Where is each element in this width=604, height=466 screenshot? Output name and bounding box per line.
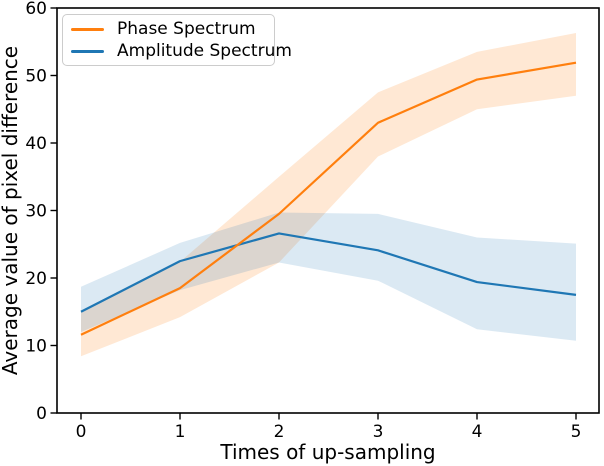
phase-line-swatch-icon (71, 27, 104, 31)
x-tick-label: 4 (472, 422, 483, 442)
x-tick-label: 5 (571, 422, 582, 442)
y-tick-label: 50 (25, 67, 47, 87)
phase-spectrum-line (80, 61, 577, 336)
y-tick-label: 60 (25, 0, 47, 19)
x-tick-label: 2 (274, 422, 285, 442)
legend-label-amplitude-spectrum: Amplitude Spectrum (117, 41, 292, 61)
amplitude-spectrum-line (80, 232, 577, 313)
amplitude-confidence-band (81, 212, 576, 341)
y-tick-label: 0 (36, 404, 47, 424)
y-tick-label: 30 (25, 202, 47, 222)
x-tick-label: 1 (175, 422, 186, 442)
phase-confidence-band (81, 32, 576, 357)
legend-label-phase-spectrum: Phase Spectrum (117, 19, 256, 39)
legend-item-phase-spectrum: Phase Spectrum (69, 18, 268, 40)
x-tick-label: 0 (76, 422, 87, 442)
y-tick-label: 40 (25, 134, 47, 154)
x-tick-label: 3 (373, 422, 384, 442)
y-tick-label: 10 (25, 337, 47, 357)
legend-item-amplitude-spectrum: Amplitude Spectrum (69, 40, 292, 62)
y-tick-label: 20 (25, 269, 47, 289)
amplitude-line-swatch-icon (71, 49, 104, 53)
legend: Phase Spectrum Amplitude Spectrum (62, 14, 292, 66)
x-axis-label: Times of up-sampling (219, 440, 435, 464)
y-axis-label: Average value of pixel difference (0, 46, 22, 375)
